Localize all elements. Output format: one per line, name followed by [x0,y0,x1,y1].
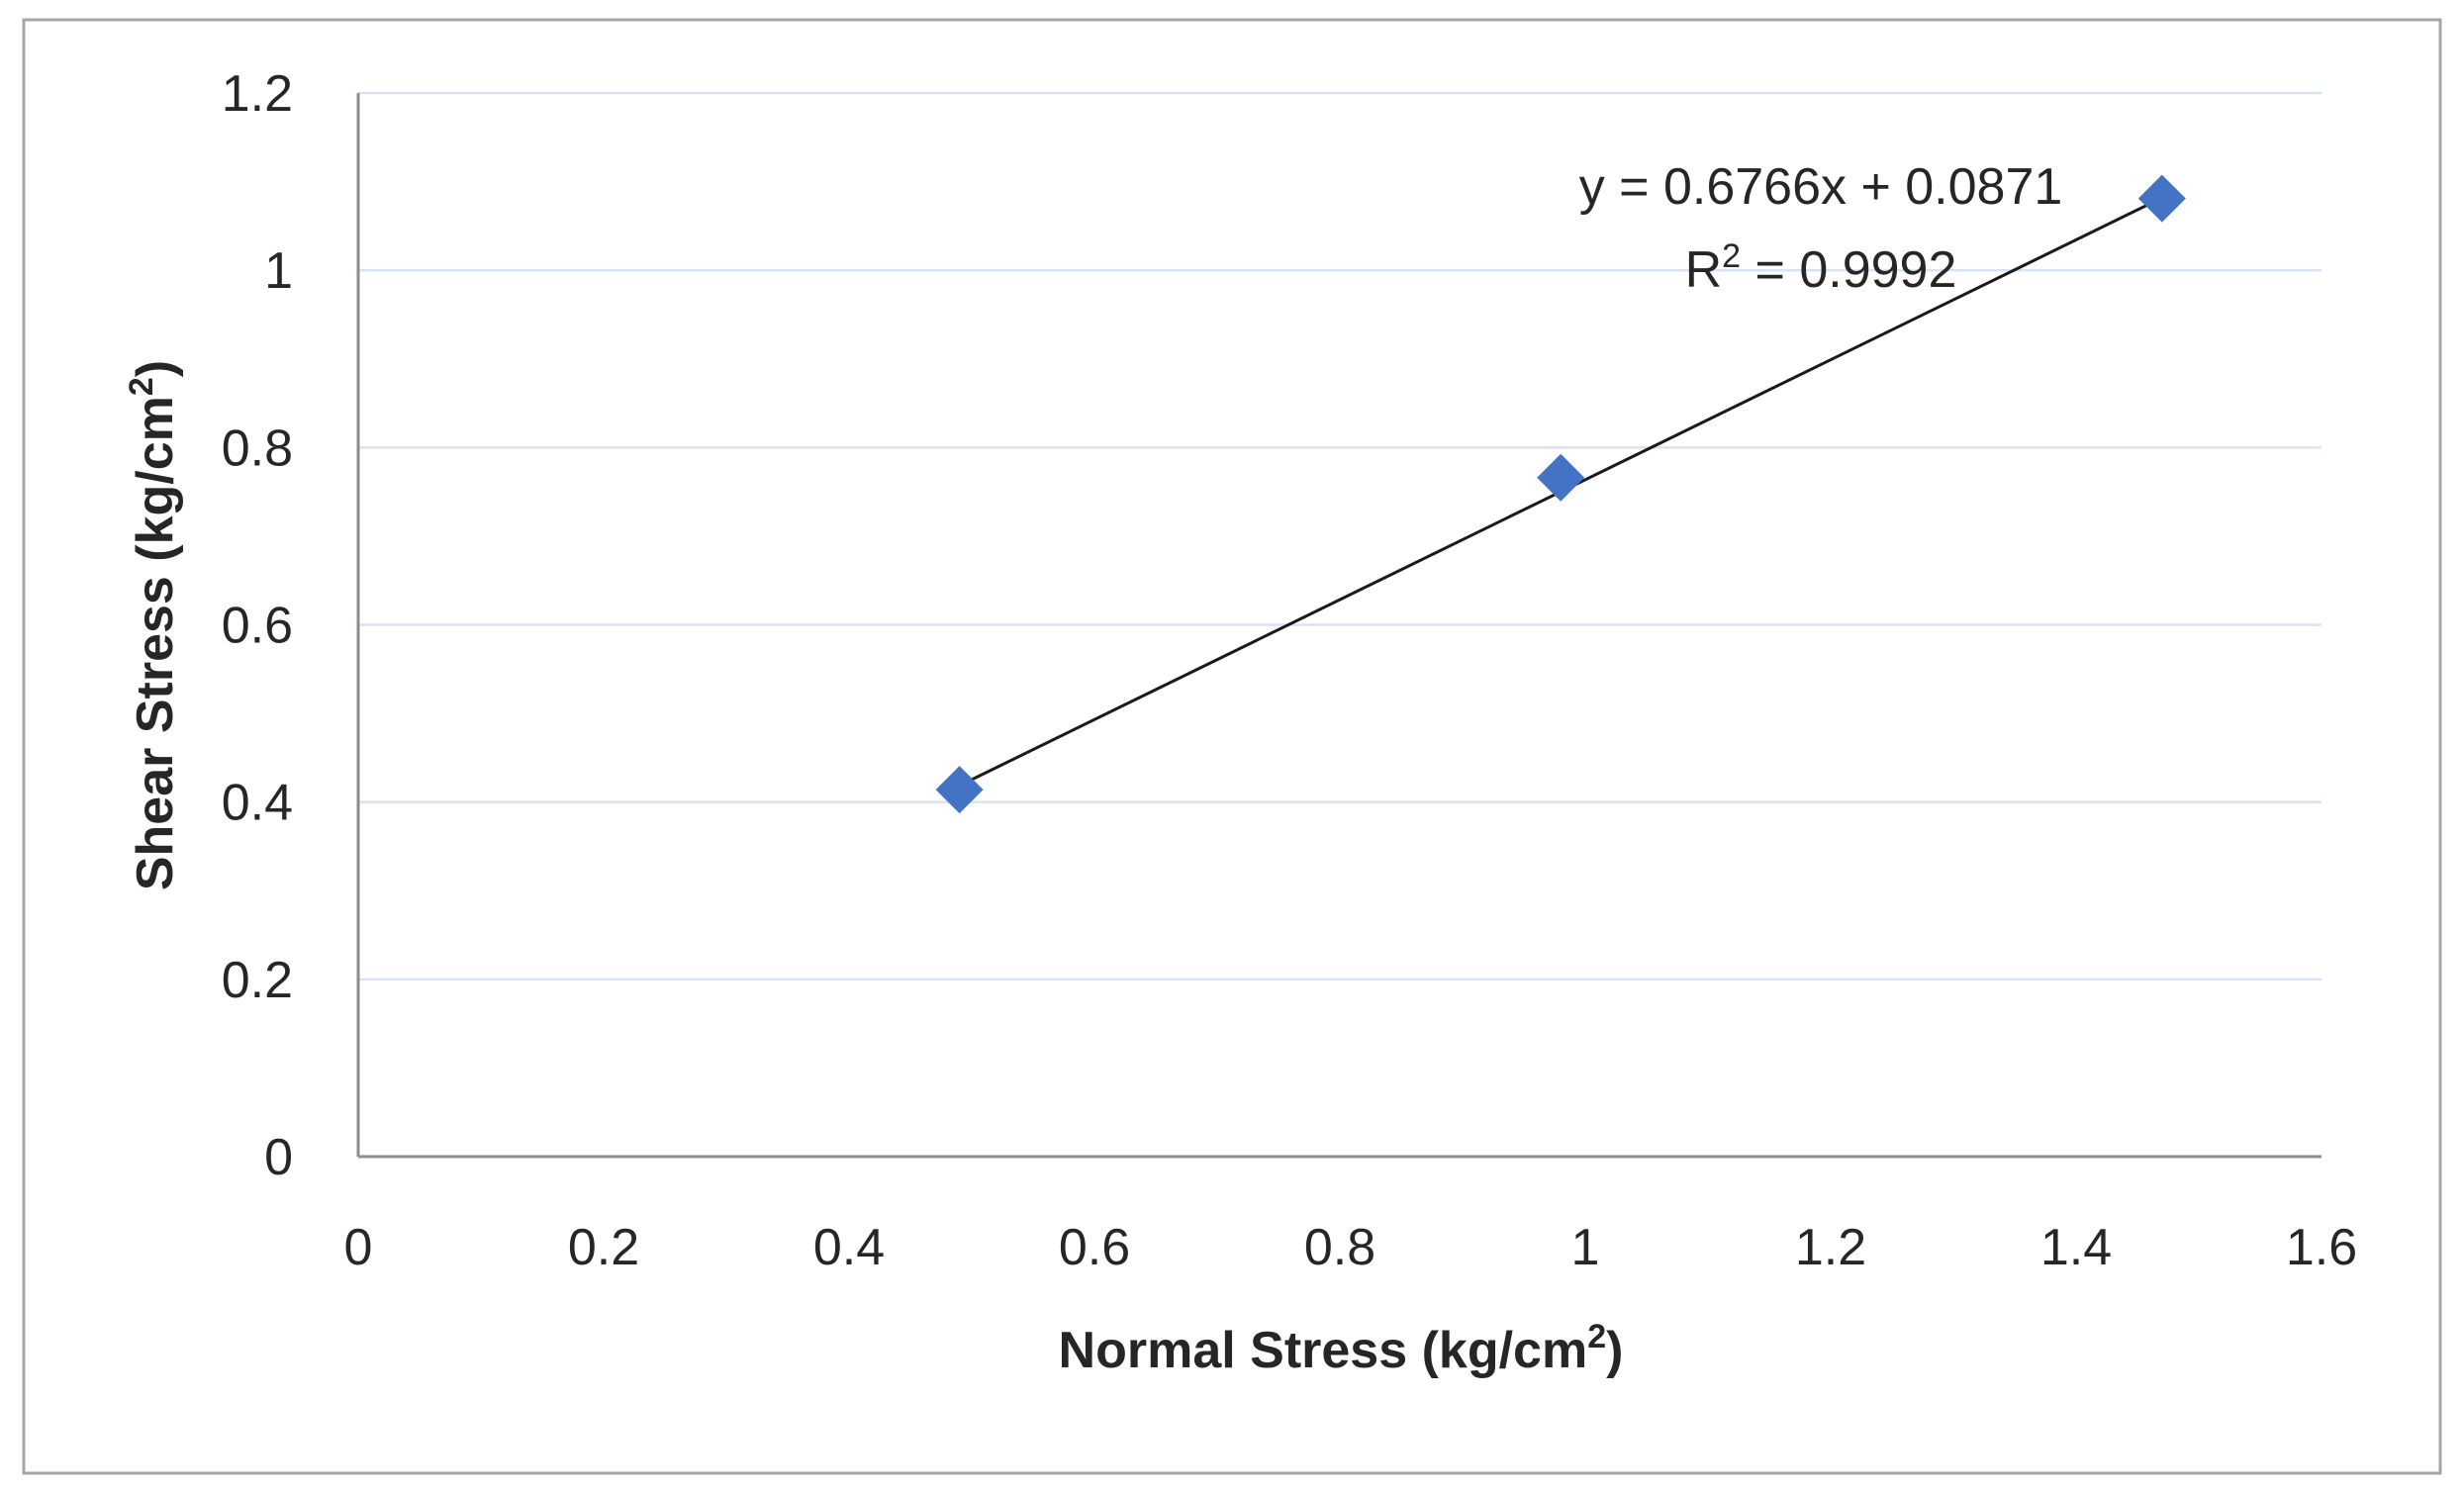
x-axis-title-superscript: 2 [1587,1318,1606,1355]
x-tick-label: 0.6 [1059,1219,1130,1276]
y-tick-label: 0.6 [222,598,293,655]
x-tick-label: 1 [1571,1219,1600,1276]
x-axis-title: Normal Stress (kg/cm2) [1059,1318,1624,1379]
trendline-equation: y = 0.6766x + 0.0871 [1579,158,2063,216]
x-tick-label: 1.2 [1795,1219,1866,1276]
y-axis-title-text: Shear Stress (kg/cm [127,396,184,890]
grid-layer [358,91,2322,981]
x-tick-label: 0.4 [813,1219,885,1276]
x-tick-label: 0.2 [568,1219,639,1276]
trendline-equation-text: y = 0.6766x + 0.0871 [1579,158,2063,216]
y-tick-label: 0 [264,1129,293,1186]
chart-frame [22,18,2442,1475]
x-tick-label: 1.6 [2286,1219,2357,1276]
trendline-r-squared: R2 = 0.9992 [1685,237,1957,299]
r-squared-superscript: 2 [1722,237,1741,275]
marker-layer [935,174,2186,814]
y-tick-label: 1.2 [222,65,293,123]
y-tick-label: 0.4 [222,775,293,832]
y-tick-label: 0.8 [222,420,293,477]
r-squared-value: = 0.9992 [1741,241,1956,299]
y-axis-title-end: ) [127,360,184,377]
data-point-marker [935,766,984,814]
y-axis-title: Shear Stress (kg/cm2) [123,360,184,890]
data-point-marker [1537,453,1585,502]
tick-layer: 0 0.2 0.4 0.6 0.8 1 1.2 0 0.2 0.4 0.6 0.8 1 1.2 1.4 1.6 [222,65,2357,1276]
axis-layer [356,93,2322,1159]
r-squared-prefix: R [1685,241,1723,299]
y-axis-title-superscript: 2 [123,377,160,396]
y-tick-label: 0.2 [222,952,293,1009]
x-tick-label: 0 [344,1219,373,1276]
y-tick-label: 1 [264,242,293,300]
x-tick-label: 0.8 [1304,1219,1375,1276]
x-tick-label: 1.4 [2040,1219,2112,1276]
x-axis-title-end: ) [1606,1322,1623,1379]
data-point-marker [2137,174,2186,223]
x-axis-title-text: Normal Stress (kg/cm [1059,1322,1588,1379]
